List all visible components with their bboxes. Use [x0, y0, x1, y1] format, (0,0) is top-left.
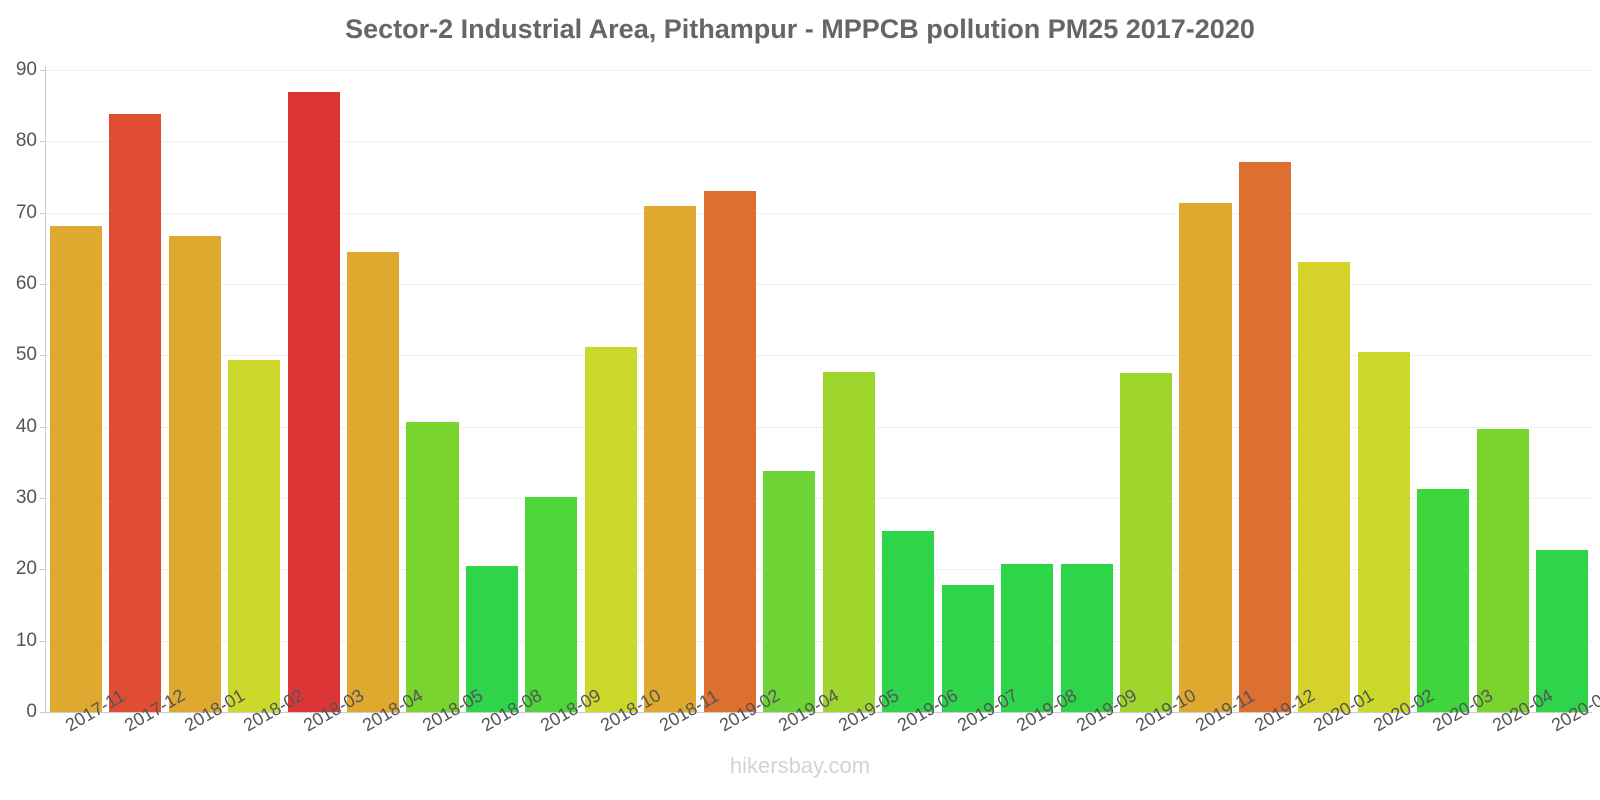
- bar-2019-11[interactable]: [1179, 202, 1232, 712]
- y-tick-label: 10: [15, 629, 37, 651]
- bar-2018-03[interactable]: [287, 92, 340, 712]
- bar-2019-05[interactable]: [822, 371, 875, 712]
- gridline: [46, 70, 1592, 71]
- y-tick-mark: [40, 141, 46, 143]
- y-tick-label: 20: [15, 558, 37, 580]
- y-tick-label: 80: [15, 130, 37, 152]
- bar-2018-08[interactable]: [465, 566, 518, 712]
- bar-2018-02[interactable]: [228, 359, 281, 712]
- y-axis-line: [45, 66, 46, 713]
- bar-2019-04[interactable]: [763, 470, 816, 712]
- x-axis-line: [46, 712, 1592, 713]
- bar-2018-11[interactable]: [644, 206, 697, 712]
- y-tick-label: 90: [15, 59, 37, 80]
- y-tick-mark: [40, 212, 46, 214]
- gridline: [46, 640, 1592, 642]
- bar-2019-02[interactable]: [703, 191, 756, 712]
- bar-2019-10[interactable]: [1120, 373, 1173, 712]
- y-tick-label: 30: [15, 487, 37, 508]
- chart-title: Sector-2 Industrial Area, Pithampur - MP…: [345, 14, 1255, 44]
- y-tick-mark: [40, 569, 46, 571]
- bar-2020-02[interactable]: [1357, 352, 1410, 712]
- y-tick-mark: [40, 284, 46, 285]
- y-tick-mark: [40, 640, 46, 642]
- gridline: [46, 569, 1592, 571]
- y-tick-label: 50: [15, 344, 37, 366]
- y-tick-mark: [40, 355, 46, 357]
- bar-2018-09[interactable]: [525, 496, 578, 712]
- gridline: [46, 212, 1592, 214]
- y-tick-mark: [40, 712, 46, 713]
- bar-2019-08[interactable]: [1001, 564, 1054, 712]
- gridline: [46, 498, 1592, 499]
- bar-2017-12[interactable]: [109, 113, 162, 712]
- y-tick-mark: [40, 426, 46, 428]
- bar-2020-05[interactable]: [1536, 550, 1589, 712]
- bar-2020-03[interactable]: [1417, 489, 1470, 712]
- bar-2018-04[interactable]: [347, 251, 400, 712]
- y-tick-mark: [40, 498, 46, 499]
- y-tick-label: 0: [26, 701, 37, 722]
- bar-2017-11[interactable]: [49, 225, 102, 712]
- bar-2019-09[interactable]: [1060, 564, 1113, 712]
- y-tick-label: 60: [15, 273, 37, 294]
- bar-2019-07[interactable]: [941, 585, 994, 712]
- bar-2019-12[interactable]: [1238, 162, 1291, 712]
- gridline: [46, 141, 1592, 143]
- y-tick-label: 40: [15, 415, 37, 437]
- y-tick-mark: [40, 70, 46, 71]
- plot-area: 0 10 20 30 40 50 60 70 80 90: [16, 59, 1592, 722]
- bar-2020-04[interactable]: [1476, 428, 1529, 712]
- gridline: [46, 355, 1592, 357]
- bar-2018-10[interactable]: [584, 346, 637, 712]
- bar-2020-01[interactable]: [1298, 261, 1351, 712]
- bar-2018-05[interactable]: [406, 422, 459, 712]
- gridline: [46, 426, 1592, 428]
- gridline: [46, 284, 1592, 285]
- bar-2019-06[interactable]: [882, 530, 935, 712]
- y-tick-label: 70: [15, 201, 37, 223]
- bar-2018-01[interactable]: [168, 235, 221, 712]
- watermark: hikersbay.com: [729, 753, 871, 778]
